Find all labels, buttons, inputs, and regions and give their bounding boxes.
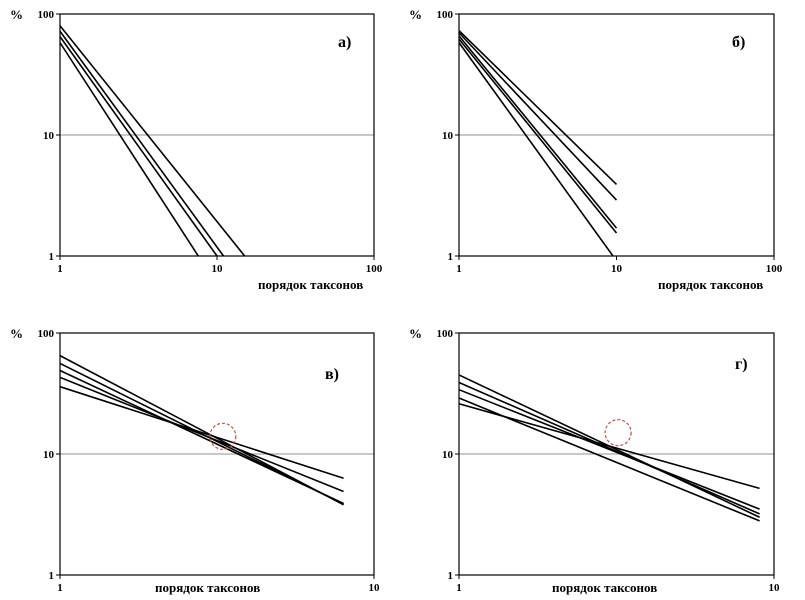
x-tick-label: 1 [456,263,462,275]
chart-panel-g: 1 10 100 1 10% порядок таксонов г) [409,326,780,595]
x-tick-label: 1 [456,582,462,594]
y-tick-label: 1 [448,570,454,582]
panel-label: б) [732,34,745,51]
y-tick-label: 100 [38,9,55,21]
y-axis-label: % [10,7,23,22]
series-line-1 [59,385,344,480]
series-line-4 [59,42,199,257]
series-line-5 [59,354,344,506]
series-line-4 [458,38,618,234]
x-tick-label: 10 [369,582,381,594]
x-tick-label: 10 [769,582,781,594]
series-line-3 [59,36,218,257]
x-axis-label: порядок таксонов [258,277,363,292]
x-tick-label: 10 [212,263,224,275]
y-tick-label: 100 [437,328,454,340]
y-tick-label: 1 [448,251,454,263]
x-axis-label: порядок таксонов [552,580,657,595]
series-line-1 [458,29,618,186]
x-tick-label: 100 [766,263,783,275]
panel-label: а) [338,34,351,51]
y-tick-label: 10 [442,130,454,142]
x-tick-label: 1 [57,582,63,594]
y-tick-label: 100 [38,328,55,340]
panel-label: г) [735,356,748,373]
series-line-2 [458,397,760,522]
series-line-5 [458,374,760,518]
y-tick-label: 100 [437,9,454,21]
x-tick-label: 10 [611,263,623,275]
y-tick-label: 10 [43,449,55,461]
convergence-highlight-circle [209,422,237,450]
series-line-2 [59,30,225,257]
series-line-5 [458,42,614,257]
panel-label: в) [325,366,339,383]
chart-panel-b: 1 10 100 1 10 100% порядок таксонов б) [409,7,783,292]
x-tick-label: 1 [57,263,63,275]
y-axis-label: % [409,7,422,22]
series-line-3 [458,388,760,510]
series-line-4 [458,381,760,515]
y-tick-label: 10 [43,130,55,142]
y-axis-label: % [409,326,422,341]
x-tick-label: 100 [366,263,383,275]
convergence-highlight-circle [604,419,632,447]
y-axis-label: % [10,326,23,341]
y-tick-label: 1 [49,251,55,263]
y-tick-label: 10 [442,449,454,461]
x-axis-label: порядок таксонов [658,277,763,292]
series-line-3 [458,35,618,229]
series-line-2 [458,32,618,201]
chart-panel-v: 1 10 100 1 10% порядок таксонов в) [10,326,380,595]
x-axis-label: порядок таксонов [155,580,260,595]
chart-panel-a: 1 10 100 1 10 100% порядок таксонов а) [10,7,383,292]
series-line-1 [59,25,246,257]
y-tick-label: 1 [49,570,55,582]
